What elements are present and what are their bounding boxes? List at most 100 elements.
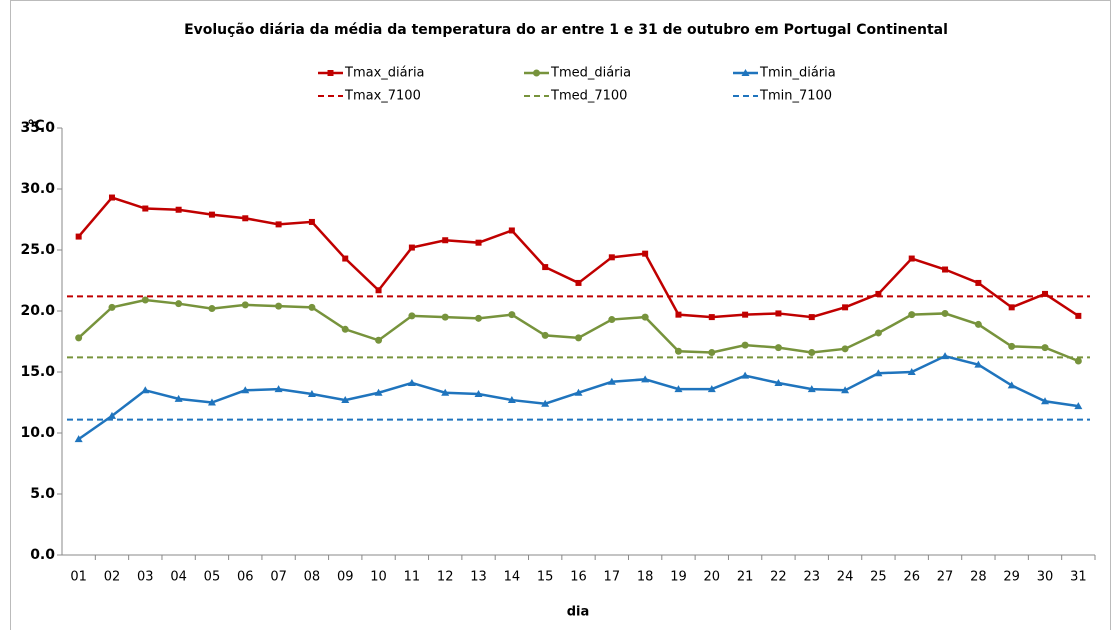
marker xyxy=(807,385,816,393)
y-axis-title: °C xyxy=(27,118,44,134)
marker xyxy=(275,302,283,310)
marker xyxy=(241,301,249,309)
marker xyxy=(342,255,349,262)
marker xyxy=(374,388,383,396)
marker xyxy=(741,341,749,349)
marker xyxy=(642,250,649,257)
marker xyxy=(975,279,982,286)
marker xyxy=(1042,290,1049,297)
marker xyxy=(341,325,349,333)
legend-label: Tmin_diária xyxy=(759,66,836,81)
x-tick-label: 31 xyxy=(1070,570,1087,585)
x-tick-label: 28 xyxy=(970,570,987,585)
marker xyxy=(275,221,282,228)
y-tick-label: 20.0 xyxy=(20,303,55,319)
marker xyxy=(327,70,334,76)
x-tick-label: 30 xyxy=(1037,570,1054,585)
marker xyxy=(608,316,616,324)
marker xyxy=(841,386,850,394)
x-tick-label: 23 xyxy=(803,570,820,585)
chart-title: Evolução diária da média da temperatura … xyxy=(184,22,948,38)
marker xyxy=(707,385,716,393)
marker xyxy=(774,344,782,352)
x-tick-label: 11 xyxy=(404,570,421,585)
marker xyxy=(741,371,750,379)
x-tick-label: 27 xyxy=(937,570,954,585)
x-tick-label: 13 xyxy=(470,570,487,585)
marker xyxy=(941,309,949,317)
x-tick-label: 24 xyxy=(837,570,854,585)
x-tick-label: 10 xyxy=(370,570,387,585)
marker xyxy=(341,396,350,404)
marker xyxy=(208,305,216,313)
marker xyxy=(574,388,583,396)
x-tick-label: 07 xyxy=(270,570,287,585)
marker xyxy=(75,233,82,240)
legend-label: Tmax_diária xyxy=(344,66,425,81)
marker xyxy=(1008,304,1015,311)
marker xyxy=(207,398,216,406)
marker xyxy=(542,264,549,271)
x-tick-label: 12 xyxy=(437,570,454,585)
marker xyxy=(441,388,450,396)
marker xyxy=(908,255,915,262)
x-tick-label: 17 xyxy=(604,570,621,585)
x-tick-label: 08 xyxy=(304,570,321,585)
marker xyxy=(774,378,783,386)
marker xyxy=(1074,402,1083,410)
x-tick-label: 09 xyxy=(337,570,354,585)
marker xyxy=(841,345,849,353)
marker xyxy=(1041,344,1049,352)
marker xyxy=(141,296,149,304)
marker xyxy=(74,435,83,443)
marker xyxy=(308,303,316,311)
marker xyxy=(308,218,315,225)
marker xyxy=(1074,357,1082,365)
x-tick-label: 29 xyxy=(1003,570,1020,585)
marker xyxy=(541,399,550,407)
x-tick-label: 16 xyxy=(570,570,587,585)
marker xyxy=(575,334,582,342)
marker xyxy=(907,368,916,375)
marker xyxy=(108,194,115,201)
marker xyxy=(274,385,283,393)
marker xyxy=(607,377,616,385)
marker xyxy=(442,237,449,244)
x-tick-label: 05 xyxy=(204,570,221,585)
marker xyxy=(408,244,415,251)
marker xyxy=(307,389,316,397)
marker xyxy=(474,389,483,397)
legend-label: Tmax_7100 xyxy=(344,89,421,104)
marker xyxy=(674,347,682,355)
marker xyxy=(408,312,416,320)
x-tick-label: 26 xyxy=(903,570,920,585)
marker xyxy=(375,287,382,294)
marker xyxy=(908,311,916,319)
x-tick-label: 25 xyxy=(870,570,887,585)
y-tick-label: 0.0 xyxy=(30,547,55,563)
marker xyxy=(875,290,882,297)
x-tick-label: 22 xyxy=(770,570,787,585)
marker xyxy=(1041,397,1050,405)
y-tick-label: 5.0 xyxy=(30,486,55,502)
legend-label: Tmed_diária xyxy=(550,66,631,81)
marker xyxy=(775,310,782,317)
y-tick-label: 35.0 xyxy=(20,120,55,136)
marker xyxy=(608,254,615,261)
x-tick-label: 01 xyxy=(70,570,87,585)
x-tick-label: 06 xyxy=(237,570,254,585)
marker xyxy=(107,411,116,419)
marker xyxy=(541,331,549,339)
marker xyxy=(874,329,882,337)
x-tick-label: 20 xyxy=(704,570,721,585)
marker xyxy=(241,386,250,394)
marker xyxy=(874,369,883,377)
marker xyxy=(641,375,650,383)
marker xyxy=(75,334,83,342)
marker xyxy=(441,313,449,321)
marker xyxy=(1007,381,1016,389)
marker xyxy=(842,304,849,311)
marker xyxy=(974,320,982,328)
marker xyxy=(508,311,516,319)
